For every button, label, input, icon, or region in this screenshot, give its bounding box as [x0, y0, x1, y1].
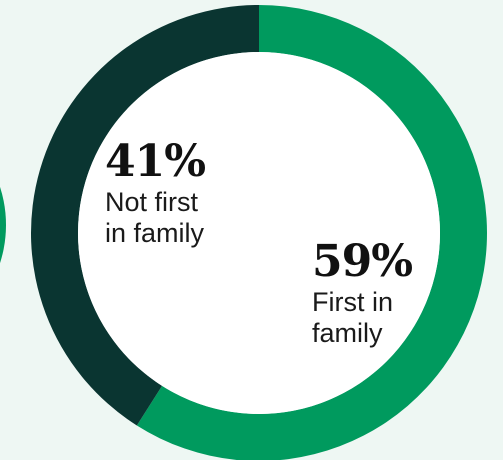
not-first-in-family-slice: [31, 5, 260, 426]
first-in-family-slice: [136, 5, 487, 460]
first-percent-label: 59%: [312, 236, 413, 287]
donut-hole: [78, 52, 440, 414]
not-first-category-label: Not first in family: [105, 187, 205, 248]
adjacent-chart-edge: [0, 186, 6, 264]
first-category-label: First in family: [312, 287, 393, 348]
not-first-percent-label: 41%: [105, 136, 206, 187]
